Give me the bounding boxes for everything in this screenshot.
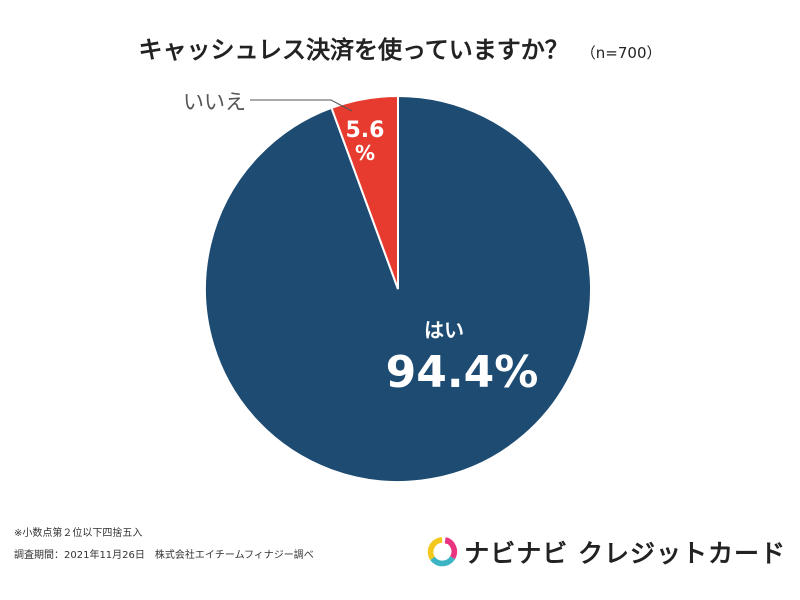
footnotes: ※小数点第２位以下四捨五入 調査期間：2021年11月26日 株式会社エイチーム… [14, 523, 314, 567]
slice-label-no: いいえ [183, 90, 246, 114]
pie-slice-no [330, 94, 399, 290]
chart-title: キャッシュレス決済を使っていますか？ [138, 36, 569, 64]
slice-label-yes: はい [424, 318, 464, 342]
survey-note: 調査期間：2021年11月26日 株式会社エイチームフィナジー調べ [14, 550, 314, 561]
slice-value-yes: 94.4% [386, 347, 539, 398]
brand-logo: ナビナビ クレジットカード [426, 530, 786, 574]
leader-line-no [250, 99, 353, 112]
rounding-note: ※小数点第２位以下四捨五入 [14, 528, 143, 539]
slice-value-no-unit: % [355, 141, 375, 165]
sample-size: （n=700） [580, 44, 662, 62]
navinavi-logo-icon [427, 537, 458, 567]
chart-title-row: キャッシュレス決済を使っていますか？ （n=700） [0, 30, 800, 65]
slice-value-no: 5.6 [346, 118, 385, 143]
brand-name: ナビナビ クレジットカード [464, 539, 786, 568]
